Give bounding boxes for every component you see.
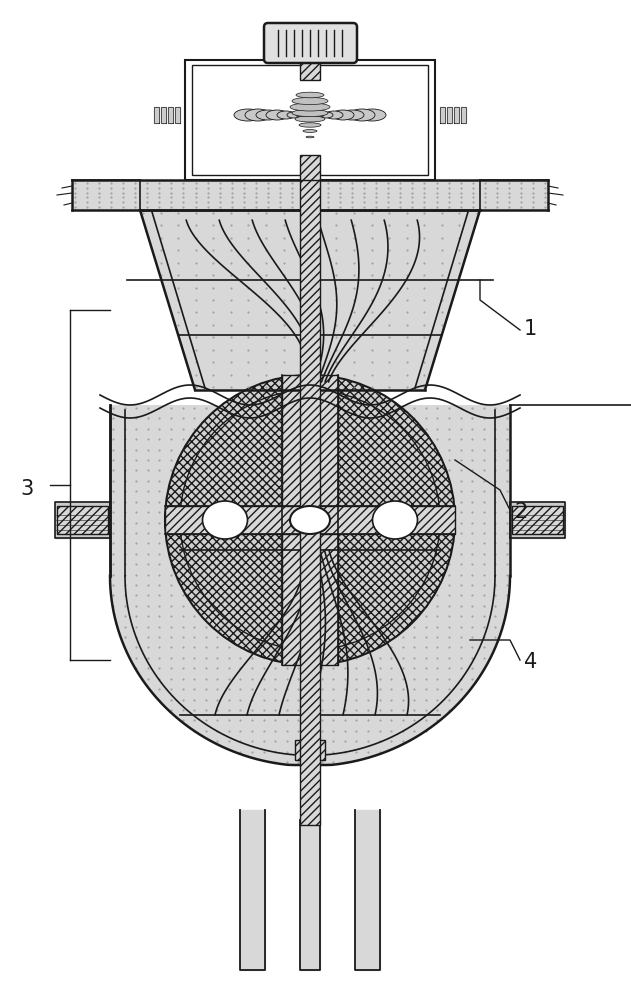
Ellipse shape: [245, 109, 271, 121]
Ellipse shape: [256, 110, 280, 120]
Bar: [282, 375, 338, 665]
Polygon shape: [461, 107, 466, 123]
Ellipse shape: [203, 501, 247, 539]
Ellipse shape: [287, 112, 301, 118]
PathPatch shape: [72, 180, 548, 210]
Ellipse shape: [277, 111, 295, 119]
Polygon shape: [55, 502, 110, 538]
Ellipse shape: [332, 110, 354, 120]
Ellipse shape: [303, 130, 317, 132]
Polygon shape: [454, 107, 459, 123]
Ellipse shape: [340, 110, 364, 120]
Text: 2: 2: [514, 502, 528, 522]
Ellipse shape: [349, 109, 375, 121]
PathPatch shape: [140, 210, 480, 390]
Bar: [300, 60, 320, 80]
Bar: [165, 506, 455, 534]
Bar: [192, 65, 428, 175]
Ellipse shape: [266, 110, 288, 120]
Polygon shape: [300, 820, 320, 970]
Ellipse shape: [306, 136, 314, 138]
Ellipse shape: [372, 501, 418, 539]
Bar: [185, 60, 435, 180]
Bar: [512, 506, 563, 534]
Text: 4: 4: [524, 652, 537, 672]
PathPatch shape: [110, 405, 510, 765]
Circle shape: [165, 375, 455, 665]
Bar: [300, 155, 320, 180]
Polygon shape: [510, 502, 565, 538]
Ellipse shape: [296, 92, 324, 98]
Ellipse shape: [234, 109, 262, 121]
Polygon shape: [175, 107, 180, 123]
Ellipse shape: [314, 113, 324, 117]
Polygon shape: [355, 810, 380, 970]
Polygon shape: [447, 107, 452, 123]
Polygon shape: [161, 107, 166, 123]
Text: 1: 1: [524, 319, 537, 339]
Ellipse shape: [290, 506, 330, 534]
Ellipse shape: [295, 116, 325, 122]
Polygon shape: [154, 107, 159, 123]
Ellipse shape: [325, 111, 343, 119]
Bar: [295, 740, 325, 760]
Polygon shape: [168, 107, 173, 123]
Ellipse shape: [319, 112, 333, 118]
Ellipse shape: [290, 103, 330, 111]
Ellipse shape: [296, 113, 306, 117]
Ellipse shape: [292, 109, 328, 117]
Ellipse shape: [358, 109, 386, 121]
Ellipse shape: [299, 123, 321, 127]
Ellipse shape: [292, 97, 328, 105]
FancyBboxPatch shape: [264, 23, 357, 63]
Polygon shape: [240, 810, 265, 970]
Bar: [57, 506, 108, 534]
Text: 3: 3: [20, 479, 33, 499]
Bar: [300, 60, 320, 825]
Polygon shape: [440, 107, 445, 123]
